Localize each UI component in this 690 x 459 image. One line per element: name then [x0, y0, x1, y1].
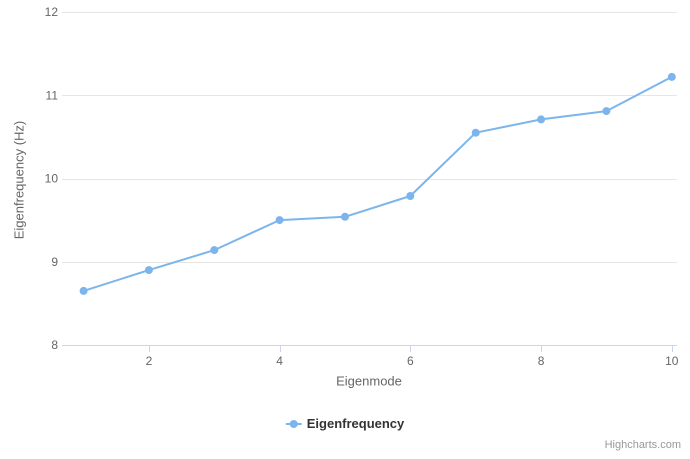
data-point-marker[interactable]	[537, 115, 546, 124]
x-axis-title: Eigenmode	[336, 373, 402, 389]
data-point-marker[interactable]	[79, 286, 88, 295]
y-tick-label: 9	[51, 255, 58, 269]
x-tick-label: 6	[407, 354, 414, 368]
highcharts-credits-link[interactable]: Highcharts.com	[604, 439, 681, 451]
x-tick-label: 10	[665, 354, 679, 368]
data-point-marker[interactable]	[210, 246, 219, 255]
data-point-marker[interactable]	[275, 216, 284, 225]
y-tick-label: 11	[46, 88, 59, 102]
data-point-marker[interactable]	[144, 266, 153, 275]
data-point-marker[interactable]	[406, 192, 415, 200]
legend-item-eigenfrequency[interactable]: Eigenfrequency	[285, 416, 405, 431]
x-tick-label: 8	[538, 354, 545, 368]
y-axis-title: Eigenfrequency (Hz)	[11, 120, 27, 240]
y-tick-label: 8	[51, 338, 58, 352]
data-point-marker[interactable]	[471, 128, 480, 137]
data-point-marker[interactable]	[341, 212, 349, 221]
series-line[interactable]	[82, 75, 673, 292]
x-tick-label: 2	[146, 354, 153, 368]
legend-marker-icon	[285, 419, 302, 428]
legend-label: Eigenfrequency	[306, 416, 405, 431]
data-point-marker[interactable]	[602, 107, 611, 116]
y-tick-label: 10	[45, 172, 59, 186]
x-tick-label: 4	[276, 354, 283, 368]
data-point-marker[interactable]	[667, 72, 676, 81]
y-tick-label: 12	[45, 5, 59, 19]
